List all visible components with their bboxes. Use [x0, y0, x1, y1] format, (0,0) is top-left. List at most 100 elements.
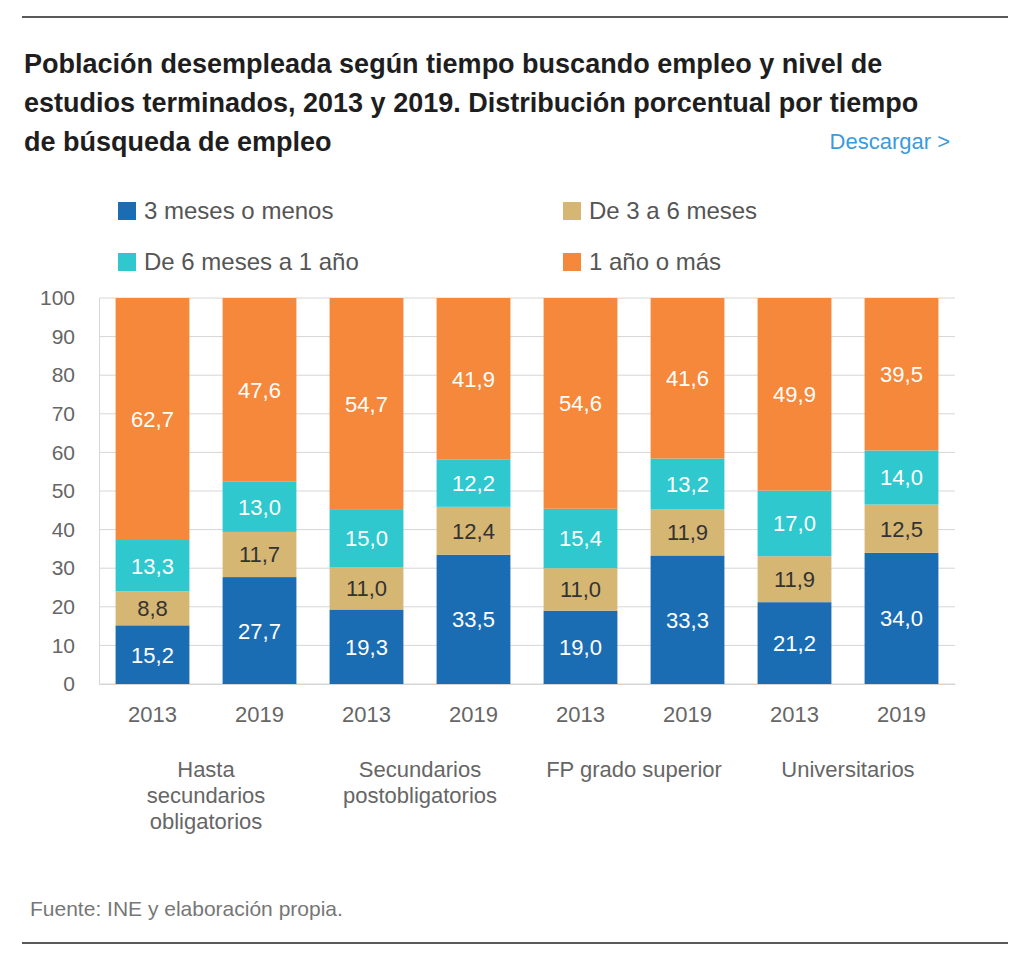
bar-segment — [330, 509, 404, 567]
bar-segment — [116, 591, 190, 625]
bar-segment — [437, 298, 511, 460]
x-tick: 2019 — [663, 684, 712, 727]
data-label: 11,9 — [667, 520, 708, 545]
data-label: 15,0 — [345, 526, 388, 551]
y-tick: 60 — [52, 441, 99, 464]
x-tick: 2013 — [556, 684, 605, 727]
y-tick-label: 50 — [52, 479, 75, 502]
bar-segment — [651, 510, 725, 556]
data-label: 17,0 — [773, 511, 816, 536]
x-tick-label: 2013 — [128, 702, 177, 727]
y-tick: 10 — [52, 634, 99, 657]
text-line: FP grado superior — [546, 757, 722, 782]
data-label: 13,3 — [131, 554, 174, 579]
bar-segment — [437, 460, 511, 507]
y-tick-label: 100 — [40, 286, 75, 309]
y-tick: 20 — [52, 595, 99, 618]
bar-segment — [330, 567, 404, 609]
y-tick-label: 0 — [63, 672, 75, 695]
text-line: Hasta — [177, 757, 235, 782]
x-tick: 2013 — [128, 684, 177, 727]
legend-label: 3 meses o menos — [144, 197, 333, 224]
download-link[interactable]: Descargar > — [830, 129, 950, 154]
x-tick-label: 2013 — [556, 702, 605, 727]
y-tick: 90 — [52, 325, 99, 348]
bar-segment — [116, 625, 190, 684]
legend-label: 1 año o más — [589, 248, 721, 275]
data-label: 11,0 — [560, 577, 601, 602]
group-label: Hastasecundariosobligatorios — [147, 757, 266, 834]
x-tick-label: 2013 — [342, 702, 391, 727]
x-tick: 2019 — [877, 684, 926, 727]
y-tick-label: 80 — [52, 363, 75, 386]
y-axis-line — [99, 299, 100, 685]
data-label: 8,8 — [137, 596, 168, 621]
text-line: secundarios — [147, 783, 266, 808]
bar-segment — [544, 298, 618, 509]
bar-segment — [223, 532, 297, 577]
x-tick-label: 2019 — [235, 702, 284, 727]
data-label: 54,7 — [345, 392, 388, 417]
data-label: 41,6 — [666, 366, 709, 391]
data-label: 62,7 — [131, 407, 174, 432]
y-tick-label: 10 — [52, 634, 75, 657]
data-label: 12,2 — [452, 471, 495, 496]
bar-segment — [865, 505, 939, 553]
y-tick-label: 30 — [52, 556, 75, 579]
x-tick: 2013 — [342, 684, 391, 727]
bar-segment — [758, 602, 832, 684]
data-label: 11,0 — [346, 576, 387, 601]
data-label: 15,2 — [131, 643, 174, 668]
data-label: 11,9 — [774, 567, 815, 592]
y-tick: 80 — [52, 363, 99, 386]
data-label: 34,0 — [880, 606, 923, 631]
bar-segment — [865, 450, 939, 504]
group-label: FP grado superior — [546, 757, 722, 782]
bars — [116, 298, 939, 684]
data-label: 13,0 — [238, 495, 281, 520]
chart: Población desempleada según tiempo busca… — [0, 0, 1024, 958]
data-label: 15,4 — [559, 526, 602, 551]
bar-segment — [437, 555, 511, 684]
text-line: Universitarios — [781, 757, 914, 782]
bar-segment — [330, 610, 404, 684]
y-tick-label: 70 — [52, 402, 75, 425]
x-axis: 2013 2019 2013 2019 2013 2019 2013 2019 — [100, 684, 956, 727]
data-label: 11,7 — [239, 542, 280, 567]
x-tick: 2019 — [235, 684, 284, 727]
text-line: obligatorios — [150, 809, 263, 834]
title: Población desempleada según tiempo busca… — [24, 49, 918, 157]
bar-segment — [758, 556, 832, 602]
legend: 3 meses o menosDe 3 a 6 mesesDe 6 meses … — [118, 197, 757, 275]
data-label: 49,9 — [773, 382, 816, 407]
data-label: 33,3 — [666, 608, 709, 633]
bottom-rule — [22, 942, 1008, 944]
bar-segment — [223, 577, 297, 684]
data-label: 39,5 — [880, 362, 923, 387]
legend-swatch — [563, 253, 581, 271]
y-tick-label: 90 — [52, 325, 75, 348]
data-label: 12,4 — [452, 519, 495, 544]
data-label: 27,7 — [238, 619, 281, 644]
data-label: 41,9 — [452, 367, 495, 392]
text-line: de búsqueda de empleo — [24, 127, 332, 157]
bar-segment — [544, 568, 618, 610]
data-label: 12,5 — [880, 517, 923, 542]
x-axis-line — [100, 684, 956, 685]
x-tick-label: 2019 — [663, 702, 712, 727]
y-tick: 50 — [52, 479, 99, 502]
bar-segment — [223, 482, 297, 532]
source: Fuente: INE y elaboración propia. — [30, 897, 343, 920]
x-tick-label: 2013 — [770, 702, 819, 727]
bar-segment — [865, 553, 939, 684]
legend-swatch — [563, 202, 581, 220]
bar-segment — [116, 540, 190, 591]
y-tick-label: 20 — [52, 595, 75, 618]
data-label: 19,0 — [559, 635, 602, 660]
bar-segment — [437, 507, 511, 555]
bar-segment — [116, 298, 190, 540]
x-tick: 2019 — [449, 684, 498, 727]
y-tick-label: 40 — [52, 518, 75, 541]
bar-segment — [651, 459, 725, 510]
bar-segment — [544, 611, 618, 684]
